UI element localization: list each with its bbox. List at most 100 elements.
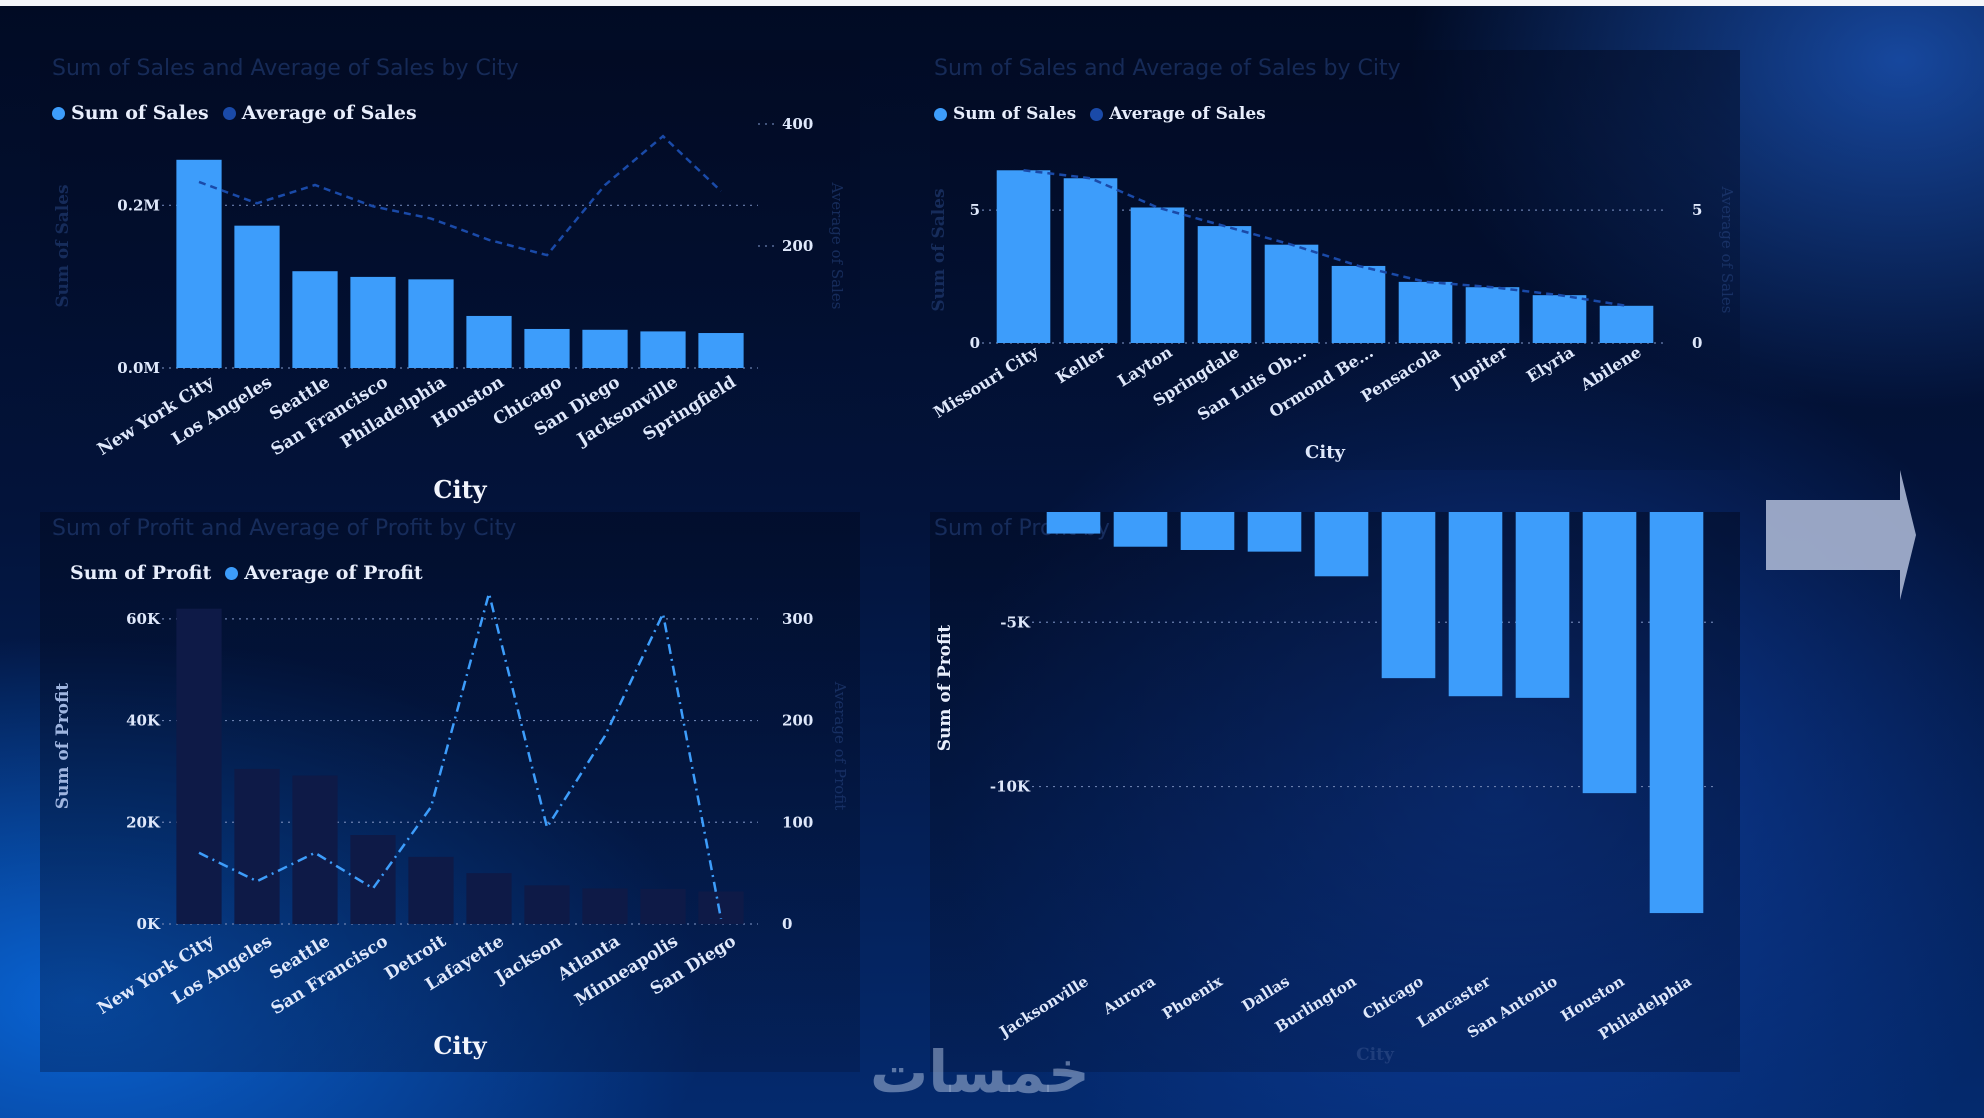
bar — [1649, 512, 1704, 914]
x-tick-label: Phoenix — [1159, 972, 1226, 1023]
y-tick-label: 0K — [137, 915, 161, 933]
bar — [1247, 512, 1302, 552]
y2-tick-label: 100 — [782, 813, 813, 831]
x-tick-label: Abilene — [1576, 342, 1644, 395]
bar — [466, 315, 512, 368]
x-tick-label: Aurora — [1099, 972, 1159, 1019]
x-tick-label: Los Angeles — [168, 372, 275, 449]
x-tick-label: Jupiter — [1446, 342, 1511, 393]
bar — [292, 271, 338, 368]
y-tick-label: -5K — [1000, 613, 1031, 631]
bar — [698, 891, 744, 924]
watermark-logo: خمسات — [870, 1038, 1090, 1106]
arrow-right-icon — [1766, 470, 1916, 600]
bar — [698, 333, 744, 368]
y-tick-label: 5 — [970, 201, 980, 219]
bar — [1130, 207, 1185, 343]
y2-tick-label: 400 — [782, 115, 813, 133]
bar — [1046, 512, 1101, 534]
bar — [1582, 512, 1637, 794]
panel-profit-by-city-left: Sum of Profit and Average of Profit by C… — [40, 512, 860, 1072]
bar — [1532, 295, 1587, 343]
legend-label-average-of-sales: Average of Sales — [1109, 104, 1266, 124]
bar — [1599, 305, 1654, 343]
bar — [640, 331, 686, 368]
x-axis-title: City — [433, 1031, 487, 1060]
bar — [1381, 512, 1436, 679]
bar — [1180, 512, 1235, 550]
top-border — [0, 0, 1984, 6]
bar — [1398, 281, 1453, 343]
bar — [996, 170, 1051, 343]
y-tick-label: 60K — [126, 610, 161, 628]
legend-label-sum-of-sales: Sum of Sales — [953, 104, 1077, 124]
chart-profit-right: 0K-5K-10KJacksonvilleAuroraPhoenixDallas… — [935, 512, 1718, 1065]
y2-axis-title: Average of Sales — [828, 182, 846, 310]
legend-label-average-of-sales: Average of Sales — [241, 102, 417, 124]
legend-label-sum-of-sales: Sum of Sales — [71, 102, 209, 124]
bar — [1515, 512, 1570, 698]
chart-legend: Sum of Profit Average of Profit — [70, 562, 423, 584]
bar — [1314, 512, 1369, 577]
bar — [466, 873, 512, 924]
y-tick-label: 0.0M — [117, 359, 160, 377]
x-tick-label: Elyria — [1523, 342, 1578, 386]
bar — [524, 328, 570, 368]
y-tick-label: 20K — [126, 813, 161, 831]
x-axis-title: City — [433, 475, 487, 504]
y2-tick-label: 0 — [1692, 334, 1702, 352]
panel-profit-by-city-right: Sum of Profit by City 0K-5K-10KJacksonvi… — [930, 512, 1740, 1072]
y2-axis-title: Average of Profit — [831, 681, 849, 811]
legend-dot-sum-of-sales — [52, 106, 65, 120]
y-axis-title: Sum of Profit — [53, 683, 73, 810]
bar — [408, 856, 454, 924]
bar — [1197, 226, 1252, 343]
legend-label-sum-of-profit: Sum of Profit — [70, 562, 212, 584]
y-tick-label: -10K — [990, 778, 1031, 796]
bar — [1264, 244, 1319, 343]
bar — [1113, 512, 1168, 547]
y2-tick-label: 5 — [1692, 201, 1702, 219]
y-tick-label: 40K — [126, 712, 161, 730]
legend-dot-average-of-profit — [225, 566, 239, 580]
bar — [582, 888, 628, 924]
series-line — [198, 588, 723, 920]
series-line — [198, 134, 722, 257]
bar — [176, 608, 222, 924]
y2-tick-label: 200 — [782, 712, 813, 730]
panel-title: Sum of Profit and Average of Profit by C… — [52, 516, 517, 541]
panel-sales-by-city-right: Sum of Sales and Average of Sales by Cit… — [930, 50, 1740, 470]
legend-dot-average-of-sales — [1090, 107, 1104, 121]
bar — [234, 768, 280, 924]
panel-title: Sum of Sales and Average of Sales by Cit… — [934, 56, 1401, 81]
bar — [292, 775, 338, 924]
bar — [582, 329, 628, 368]
y2-tick-label: 300 — [782, 610, 813, 628]
x-tick-label: Keller — [1052, 342, 1109, 387]
x-axis-title: City — [1356, 1045, 1395, 1065]
bar — [1465, 287, 1520, 343]
legend-dot-sum-of-sales — [934, 107, 947, 121]
bar — [176, 159, 222, 368]
x-tick-label: Missouri City — [930, 342, 1042, 422]
series-line — [1023, 169, 1627, 308]
bar — [234, 225, 280, 368]
bar — [1448, 512, 1503, 697]
chart-legend: Sum of Sales Average of Sales — [52, 102, 417, 124]
panel-title: Sum of Sales and Average of Sales by Cit… — [52, 56, 519, 81]
x-tick-label: Los Angeles — [168, 931, 275, 1008]
bar — [1331, 265, 1386, 343]
x-tick-label: Dallas — [1239, 972, 1293, 1015]
bar — [640, 888, 686, 924]
y2-tick-label: 0 — [782, 915, 792, 933]
y2-tick-label: 200 — [782, 237, 813, 255]
y-axis-title: Sum of Sales — [930, 188, 949, 311]
x-axis-title: City — [1305, 442, 1345, 463]
y-axis-title: Sum of Sales — [53, 184, 73, 307]
bar — [350, 276, 396, 368]
bar — [1063, 178, 1118, 343]
bar — [408, 279, 454, 368]
